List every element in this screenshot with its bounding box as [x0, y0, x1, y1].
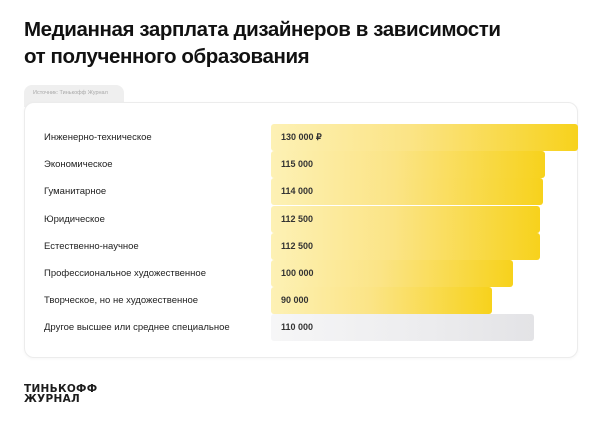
title-line-1: Медианная зарплата дизайнеров в зависимо…	[24, 18, 501, 41]
chart-row: Экономическое 115 000	[25, 151, 577, 179]
tinkoff-journal-logo: ТИНЬКОФФ ЖУРНАЛ	[24, 383, 98, 405]
value-bar: 110 000	[271, 314, 534, 342]
chart-row: Гуманитарное 114 000	[25, 178, 577, 206]
category-label: Гуманитарное	[44, 186, 107, 198]
value-bar: 100 000	[271, 260, 513, 287]
category-label: Инженерно-техническое	[44, 132, 152, 143]
value-bar: 112 500	[271, 232, 540, 260]
category-label: Профессиональное художественное	[44, 268, 206, 279]
category-label: Экономическое	[44, 159, 113, 171]
chart-title: Медианная зарплата дизайнеров в зависимо…	[24, 16, 584, 70]
value-label: 114 000	[281, 186, 314, 197]
category-label: Творческое, но не художественное	[44, 295, 199, 307]
category-label: Другое высшее или среднее специальное	[44, 322, 230, 334]
value-label: 100 000	[281, 268, 314, 278]
chart-row: Естественно-научное 112 500	[25, 232, 577, 260]
chart-row: Инженерно-техническое 130 000 ₽	[25, 124, 578, 151]
source-tab: Источник: Тинькофф Журнал	[24, 85, 124, 107]
value-label: 112 500	[281, 240, 314, 251]
title-line-2: от полученного образования	[24, 45, 310, 68]
value-label: 110 000	[281, 322, 314, 333]
value-label: 130 000 ₽	[281, 132, 322, 142]
chart-row: Другое высшее или среднее специальное 110…	[25, 314, 577, 342]
category-label: Юридическое	[44, 213, 105, 225]
source-label: Источник: Тинькофф Журнал	[33, 90, 108, 96]
logo-line-1: ТИНЬКОФФ	[24, 383, 98, 395]
value-bar: 115 000	[271, 151, 545, 179]
value-label: 115 000	[281, 159, 314, 170]
category-label: Естественно-научное	[44, 240, 139, 252]
chart-row: Творческое, но не художественное 90 000	[25, 287, 577, 315]
chart-card: Инженерно-техническое 130 000 ₽ Экономичес…	[24, 102, 578, 358]
chart-row: Юридическое 112 500	[25, 205, 577, 233]
value-bar: 130 000 ₽	[271, 124, 578, 151]
value-bar: 112 500	[271, 205, 540, 233]
chart-row: Профессиональное художественное 100 000	[25, 260, 577, 287]
value-bar: 114 000	[271, 178, 543, 206]
value-bar: 90 000	[271, 287, 492, 315]
value-label: 90 000	[281, 295, 309, 306]
logo-line-2: ЖУРНАЛ	[24, 393, 81, 405]
value-label: 112 500	[281, 213, 314, 224]
